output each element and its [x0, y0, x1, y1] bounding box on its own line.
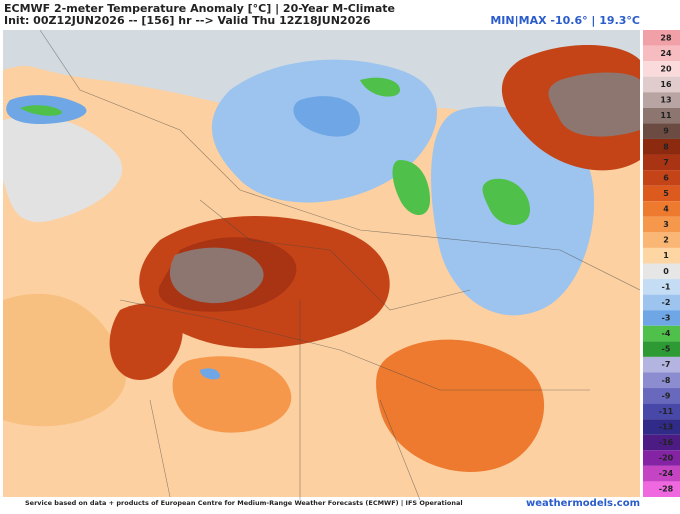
legend-swatch	[643, 341, 680, 357]
legend-label: -4	[662, 329, 671, 338]
legend-swatch	[643, 403, 680, 420]
legend-swatch	[643, 388, 680, 404]
min-max: MIN|MAX -10.6° | 19.3°C	[490, 14, 640, 27]
legend-label: 0	[663, 267, 669, 276]
legend-swatch	[643, 92, 680, 108]
legend-swatch	[643, 170, 680, 186]
brand: weathermodels.com	[526, 498, 640, 509]
legend-label: 6	[663, 173, 669, 182]
legend-swatch	[643, 45, 680, 62]
legend-label: -16	[659, 438, 674, 447]
credit: Service based on data + products of Euro…	[25, 499, 463, 508]
legend-label: -5	[662, 345, 671, 354]
legend-label: -13	[659, 422, 673, 431]
legend-swatch	[643, 325, 680, 342]
legend-label: 7	[663, 158, 669, 167]
legend-label: 2	[663, 236, 669, 245]
legend-swatch	[643, 263, 680, 280]
legend-swatch	[643, 232, 680, 248]
legend-swatch	[643, 138, 680, 155]
legend-swatch	[643, 310, 680, 326]
legend-swatch	[643, 61, 680, 77]
legend-label: 24	[660, 49, 672, 58]
legend-label: 3	[663, 220, 669, 229]
legend-label: 4	[663, 205, 669, 214]
legend-swatch	[643, 481, 680, 497]
legend-swatch	[643, 154, 680, 171]
legend-label: -11	[659, 407, 674, 416]
legend-label: -9	[662, 391, 671, 400]
legend-label: 28	[660, 33, 672, 42]
legend-swatch	[643, 30, 680, 46]
legend-swatch	[643, 107, 680, 124]
legend-swatch	[643, 247, 680, 264]
legend-label: -1	[662, 282, 671, 291]
legend-label: 20	[660, 64, 672, 73]
legend-swatch	[643, 356, 680, 373]
legend-label: -28	[659, 485, 674, 494]
legend-label: -3	[662, 313, 671, 322]
subtitle: Init: 00Z12JUN2026 -- [156] hr --> Valid…	[4, 14, 371, 27]
legend-swatch	[643, 76, 680, 93]
legend-label: -20	[659, 454, 674, 463]
legend-swatch	[643, 465, 680, 482]
legend-label: -2	[662, 298, 671, 307]
legend-label: 11	[660, 111, 672, 120]
legend-label: -8	[662, 376, 671, 385]
legend-swatch	[643, 419, 680, 435]
map	[3, 29, 641, 501]
legend-swatch	[643, 201, 680, 217]
legend-swatch	[643, 434, 680, 451]
legend-swatch	[643, 279, 680, 295]
legend-label: 16	[660, 80, 672, 89]
legend-swatch	[643, 123, 680, 139]
legend-swatch	[643, 294, 680, 311]
title: ECMWF 2-meter Temperature Anomaly [°C] |…	[4, 2, 395, 15]
legend-label: 13	[660, 96, 671, 105]
legend-swatch	[643, 185, 680, 202]
legend-label: 5	[663, 189, 669, 198]
legend-label: -24	[659, 469, 674, 478]
legend-swatch	[643, 450, 680, 466]
legend-label: 9	[663, 127, 669, 136]
legend-label: 8	[663, 142, 669, 151]
legend-label: 1	[663, 251, 669, 260]
legend-swatch	[643, 372, 680, 389]
legend-label: -7	[662, 360, 671, 369]
legend-swatch	[643, 216, 680, 233]
